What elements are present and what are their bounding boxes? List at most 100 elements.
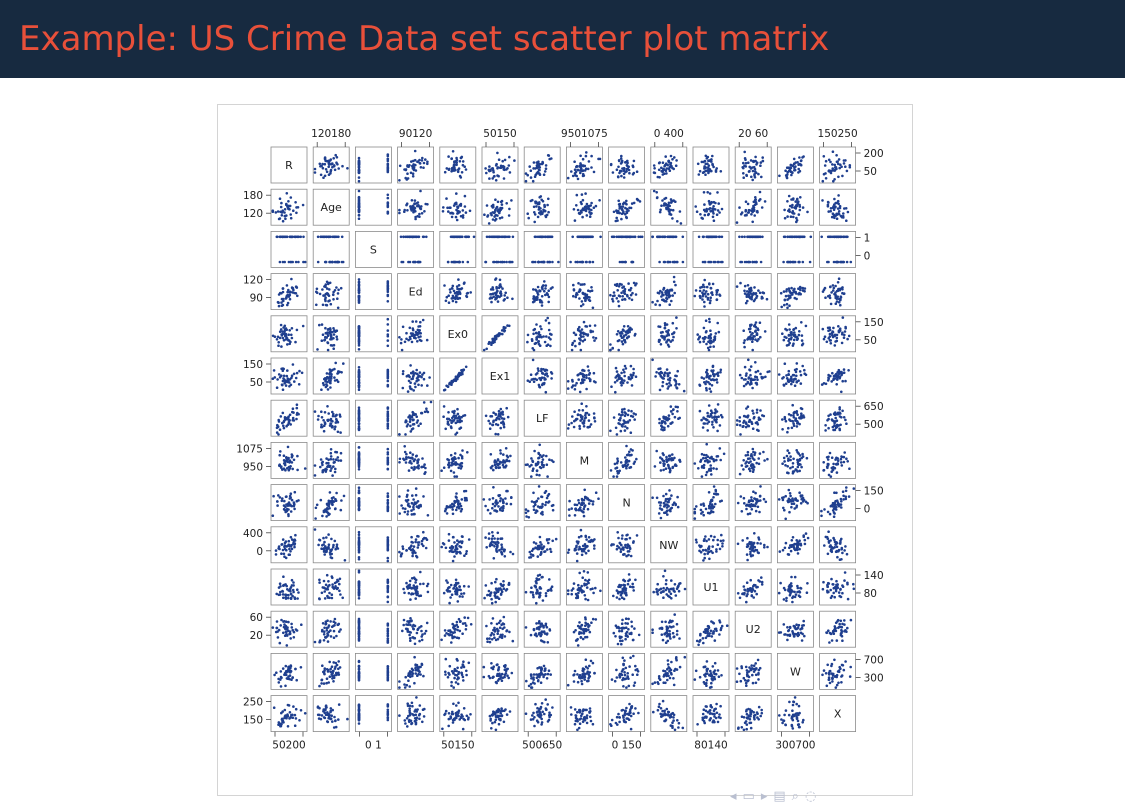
data-point [838,327,842,330]
data-point [543,209,547,213]
data-point [280,201,283,205]
data-point [781,332,784,335]
data-point [827,260,830,264]
data-point [662,335,666,338]
data-point [693,462,697,465]
data-point [632,171,636,175]
data-point [492,260,495,264]
data-point [491,177,495,180]
data-point [783,298,787,302]
data-point [285,202,288,206]
data-point [832,377,835,381]
matrix-cell [354,273,392,311]
data-point [842,235,846,239]
data-point [788,341,791,345]
data-point [457,499,460,503]
data-point [674,374,677,378]
data-point [622,176,626,179]
data-point [625,453,629,457]
data-point [752,209,756,212]
data-point [574,344,577,348]
data-point [620,169,623,173]
data-point [715,381,719,384]
data-point [788,208,791,211]
data-point [537,456,541,460]
data-point [842,368,846,371]
data-point [629,206,633,210]
data-point [491,339,495,343]
data-point [318,323,321,327]
data-point [415,372,419,376]
data-point [320,388,323,392]
data-point [283,379,287,383]
data-point [798,330,801,333]
data-point [445,512,449,515]
data-point [573,168,577,171]
data-point [533,213,537,216]
data-point [459,235,463,239]
matrix-cell [608,357,646,395]
data-point [325,170,329,174]
data-point [451,168,454,171]
data-point [711,423,714,426]
data-point [585,325,589,328]
data-point [676,220,679,223]
data-point [672,335,675,339]
data-point [291,467,294,471]
data-point [585,405,588,408]
data-point [748,209,751,212]
data-point [409,171,413,175]
data-point [620,410,624,414]
data-point [578,212,582,216]
data-point [544,164,548,167]
data-point [463,165,466,168]
data-point [611,171,615,174]
data-point [496,214,499,217]
data-point [575,381,578,385]
data-point [624,161,627,164]
data-point [332,333,336,336]
data-point [333,427,336,431]
data-point [410,501,414,505]
data-point [618,171,621,175]
data-point [501,159,505,163]
data-point [457,456,460,460]
data-point [667,333,671,337]
data-point [323,424,326,428]
data-point [620,283,623,286]
data-point [278,376,282,379]
data-point [277,301,280,304]
data-point [511,235,515,239]
data-point [712,205,715,208]
data-point [417,378,420,382]
data-point [835,289,839,293]
data-point [507,214,511,217]
data-point [753,335,756,338]
data-point [665,207,668,210]
data-point [711,154,714,158]
data-point [656,175,660,179]
data-point [631,165,635,169]
data-point [401,372,405,376]
data-point [291,454,294,458]
data-point [288,342,291,346]
data-point [320,410,323,414]
data-point [357,283,361,287]
data-point [829,285,832,289]
data-point [315,303,318,307]
data-point [632,367,635,371]
data-point [662,453,665,457]
data-point [332,290,335,294]
data-point [320,423,323,427]
data-point [584,192,587,195]
data-point [654,375,657,378]
data-point [419,320,422,324]
data-point [665,458,668,461]
data-point [739,212,743,216]
data-point [323,421,327,424]
data-point [658,373,662,376]
data-point [713,335,717,338]
data-point [288,385,291,388]
data-point [455,158,459,162]
data-point [489,212,493,215]
